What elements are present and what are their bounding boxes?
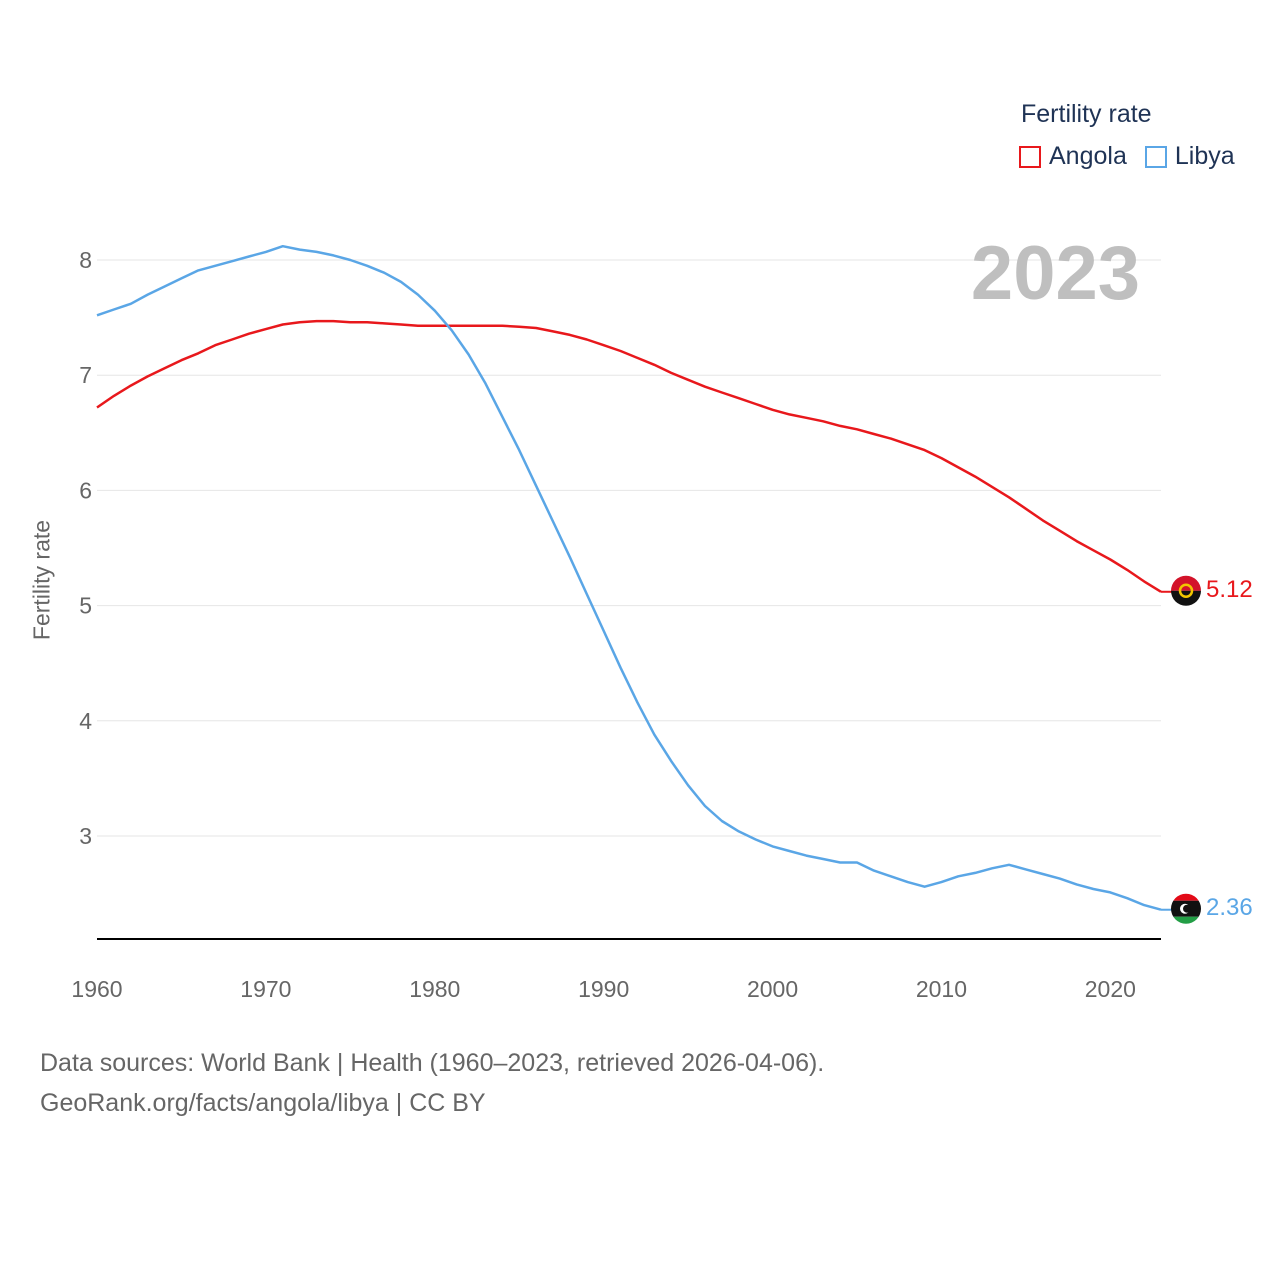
legend-title: Fertility rate: [1021, 100, 1152, 128]
y-tick-label-6: 6: [79, 477, 92, 503]
legend-item-libya[interactable]: Libya: [1144, 142, 1235, 171]
x-tick-label-1980: 1980: [409, 976, 460, 1002]
y-tick-label-4: 4: [79, 708, 92, 734]
y-tick-label-3: 3: [79, 823, 92, 849]
y-tick-label-5: 5: [79, 593, 92, 619]
legend: Angola Libya: [1019, 142, 1253, 171]
footer-source: Data sources: World Bank | Health (1960–…: [40, 1049, 825, 1077]
x-tick-label-2010: 2010: [916, 976, 967, 1002]
legend-item-angola[interactable]: Angola: [1019, 142, 1127, 171]
end-value-label-angola: 5.12: [1206, 575, 1253, 603]
y-tick-label-8: 8: [79, 247, 92, 273]
series-line-libya: [96, 244, 1162, 911]
y-tick-label-7: 7: [79, 362, 92, 388]
legend-swatch-libya: [1144, 145, 1167, 168]
year-label: 2023: [970, 231, 1140, 316]
flag-marker-libya: [1171, 893, 1201, 924]
footer-link: GeoRank.org/facts/angola/libya | CC BY: [40, 1089, 486, 1117]
footer: Data sources: World Bank | Health (1960–…: [40, 1043, 824, 1123]
x-tick-label-2020: 2020: [1085, 976, 1136, 1002]
legend-swatch-angola: [1019, 145, 1041, 168]
legend-label-libya: Libya: [1174, 142, 1235, 170]
x-tick-label-1970: 1970: [240, 976, 291, 1002]
flag-marker-angola: [1171, 575, 1201, 606]
x-tick-label-1960: 1960: [71, 976, 122, 1002]
legend-label-angola: Angola: [1049, 142, 1127, 170]
y-axis-label: Fertility rate: [28, 519, 55, 641]
end-value-label-libya: 2.36: [1206, 893, 1253, 921]
x-tick-label-2000: 2000: [747, 976, 798, 1002]
series-line-angola: [96, 319, 1162, 593]
x-tick-label-1990: 1990: [578, 976, 629, 1002]
